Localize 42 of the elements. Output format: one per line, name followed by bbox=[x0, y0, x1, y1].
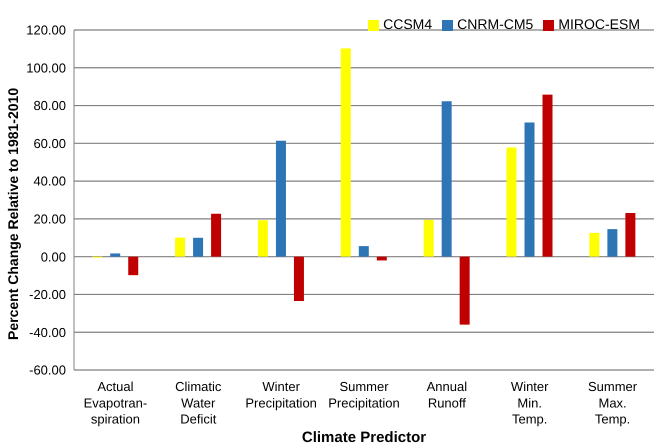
y-tick-label: 100.00 bbox=[26, 60, 66, 76]
bar bbox=[211, 214, 222, 257]
y-tick-label: -40.00 bbox=[29, 324, 66, 340]
bar bbox=[460, 256, 470, 325]
x-tick-label: Annual Runoff bbox=[426, 379, 468, 410]
bar bbox=[175, 238, 186, 257]
bar bbox=[524, 122, 535, 257]
y-tick-label: -20.00 bbox=[29, 287, 66, 302]
bar bbox=[276, 140, 286, 257]
bar bbox=[625, 213, 636, 257]
bar bbox=[376, 256, 387, 260]
bar bbox=[258, 220, 268, 257]
x-tick-label: Winter Min. Temp. bbox=[510, 379, 550, 427]
bar bbox=[589, 232, 600, 257]
y-tick-label: 0.00 bbox=[40, 249, 66, 264]
bar bbox=[442, 101, 452, 257]
bar bbox=[294, 256, 304, 302]
y-tick-label: 80.00 bbox=[33, 98, 66, 114]
bar bbox=[358, 246, 369, 257]
x-axis-title: Climate Predictor bbox=[302, 429, 426, 446]
bar bbox=[340, 48, 351, 257]
bar bbox=[128, 256, 138, 276]
x-tick-label: Actual Evapotran- spiration bbox=[84, 379, 148, 427]
bar bbox=[424, 220, 434, 257]
bar bbox=[193, 238, 204, 257]
y-tick-label: 40.00 bbox=[33, 174, 66, 189]
bar bbox=[506, 147, 517, 257]
legend-label: CCSM4 bbox=[383, 16, 432, 32]
x-tick-label: Climatic Water Deficit bbox=[175, 379, 222, 427]
x-tick-label: Summer Max. Temp. bbox=[588, 379, 638, 427]
legend-label: CNRM-CM5 bbox=[457, 16, 534, 32]
bar bbox=[110, 253, 120, 257]
legend-label: MIROC-ESM bbox=[558, 16, 640, 32]
y-tick-label: -60.00 bbox=[29, 362, 66, 378]
y-axis-title: Percent Change Relative to 1981-2010 bbox=[4, 88, 21, 340]
y-tick-label: 20.00 bbox=[33, 212, 66, 227]
y-tick-label: 60.00 bbox=[33, 136, 66, 151]
y-tick-label: 120.00 bbox=[26, 22, 66, 38]
bar bbox=[607, 229, 618, 257]
x-tick-label: Winter Precipitation bbox=[245, 379, 317, 410]
bar bbox=[542, 94, 553, 257]
x-tick-label: Summer Precipitation bbox=[328, 379, 400, 410]
